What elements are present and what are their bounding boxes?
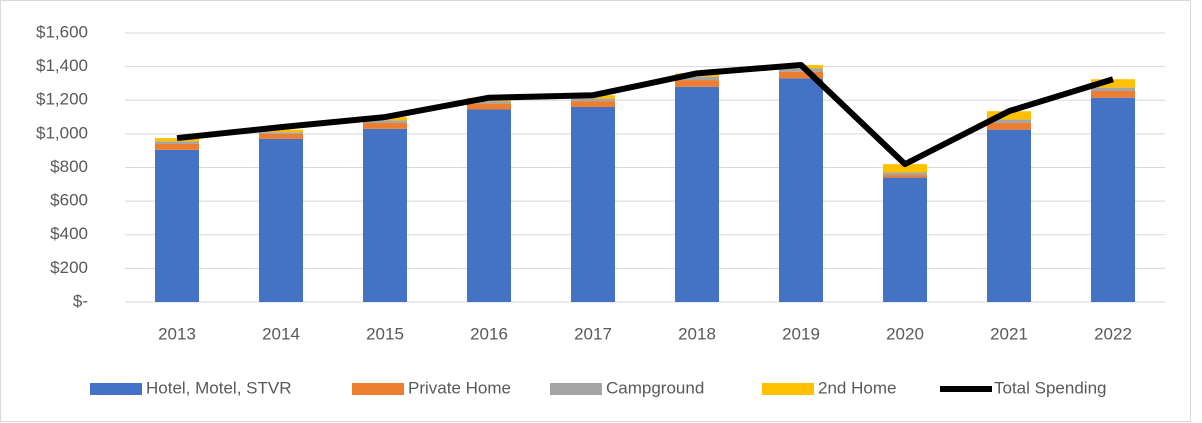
- bar-segment: [987, 129, 1031, 302]
- bar-segment: [779, 78, 823, 302]
- x-tick-label: 2015: [366, 324, 404, 343]
- x-tick-label: 2022: [1094, 324, 1132, 343]
- bar-segment: [675, 76, 719, 81]
- bar-segment: [675, 86, 719, 302]
- bar-segment: [987, 111, 1031, 120]
- bar-segment: [363, 122, 407, 129]
- x-tick-label: 2020: [886, 324, 924, 343]
- bar-segment: [259, 129, 303, 133]
- legend-swatch: [550, 383, 602, 395]
- y-tick-label: $1,400: [36, 56, 88, 75]
- bar-segment: [1091, 91, 1135, 98]
- y-tick-label: $1,000: [36, 123, 88, 142]
- x-tick-label: 2013: [158, 324, 196, 343]
- bar-segment: [1091, 79, 1135, 88]
- bar-segment: [675, 80, 719, 87]
- bar-segment: [155, 138, 199, 142]
- x-tick-label: 2014: [262, 324, 300, 343]
- bar-segment: [259, 138, 303, 302]
- legend-label: Total Spending: [994, 378, 1106, 397]
- x-tick-label: 2018: [678, 324, 716, 343]
- x-tick-label: 2021: [990, 324, 1028, 343]
- bar-segment: [467, 109, 511, 302]
- bar-segment: [467, 101, 511, 104]
- bar-segment: [987, 119, 1031, 123]
- bar-segment: [987, 122, 1031, 130]
- y-tick-label: $1,200: [36, 90, 88, 109]
- bar-segment: [883, 175, 927, 178]
- bar-segment: [571, 106, 615, 302]
- bar-segment: [155, 143, 199, 150]
- bar-segment: [883, 164, 927, 173]
- x-tick-label: 2017: [574, 324, 612, 343]
- legend-swatch: [352, 383, 404, 395]
- bar-segment: [883, 172, 927, 176]
- legend-label: 2nd Home: [818, 378, 896, 397]
- y-tick-label: $600: [50, 191, 88, 210]
- bar-segment: [259, 133, 303, 139]
- line-series: [176, 61, 1114, 168]
- bar-segment: [155, 141, 199, 144]
- bar-segment: [1091, 87, 1135, 92]
- bar-segment: [571, 98, 615, 102]
- legend-swatch: [90, 383, 142, 395]
- legend-label: Campground: [606, 378, 704, 397]
- bar-segment: [883, 177, 927, 302]
- bar-segment: [259, 132, 303, 134]
- y-tick-label: $400: [50, 224, 88, 243]
- y-tick-label: $1,600: [36, 22, 88, 41]
- bar-segment: [779, 71, 823, 79]
- bar-segment: [571, 101, 615, 107]
- bar-segment: [1091, 97, 1135, 303]
- x-tick-label: 2016: [470, 324, 508, 343]
- legend-label: Hotel, Motel, STVR: [146, 378, 292, 397]
- bar-segment: [363, 120, 407, 123]
- y-tick-label: $200: [50, 258, 88, 277]
- x-tick-label: 2019: [782, 324, 820, 343]
- y-tick-label: $800: [50, 157, 88, 176]
- legend-label: Private Home: [408, 378, 511, 397]
- bar-segment: [155, 149, 199, 302]
- bar-segment: [779, 68, 823, 72]
- bar-segment: [467, 103, 511, 110]
- y-tick-label: $-: [73, 291, 88, 310]
- bar-segment: [363, 128, 407, 302]
- legend-swatch: [762, 383, 814, 395]
